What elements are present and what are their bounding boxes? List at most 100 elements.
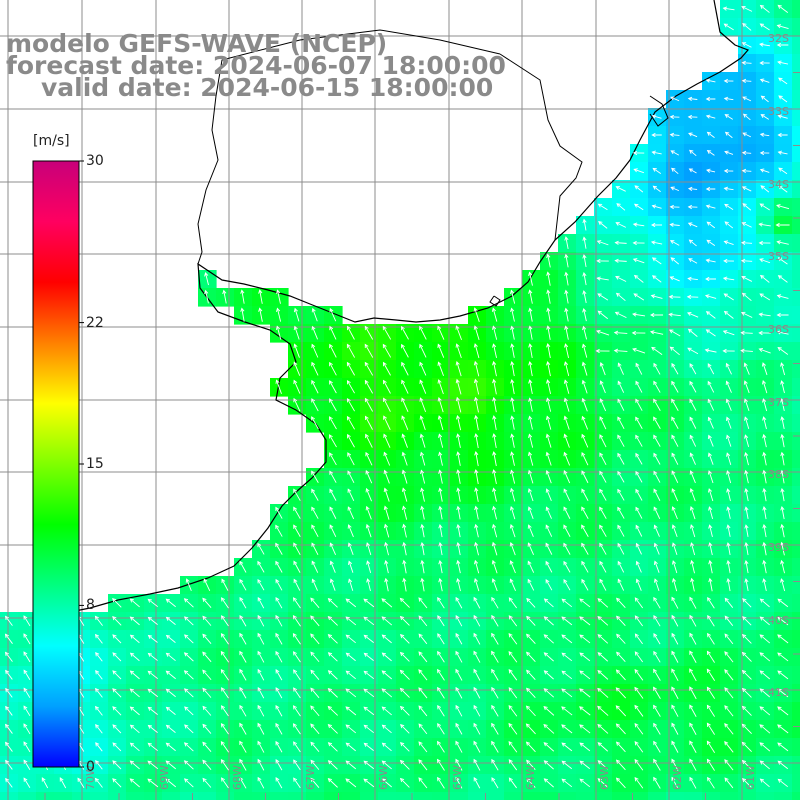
wind-arrow [418,759,428,771]
wind-arrow [650,294,663,299]
wind-arrow [293,506,301,519]
wind-arrow [381,688,393,698]
wind-arrow [653,362,661,375]
wind-arrow [597,616,609,626]
wind-arrow [401,361,409,376]
wind-arrow [329,380,337,394]
wind-arrow [725,398,732,411]
wind-arrow [617,452,625,465]
wind-arrow [221,578,229,591]
wind-arrow [614,258,627,263]
latitude-label: 40S [768,614,789,627]
wind-arrow [615,669,626,681]
wind-arrow [689,776,697,789]
wind-arrow [364,415,373,430]
wind-arrow [437,361,444,376]
wind-arrow [508,669,518,681]
wind-arrow [492,433,497,448]
wind-arrow [706,668,716,681]
wind-arrow [689,704,697,717]
wind-arrow [777,347,789,355]
wind-arrow [473,596,481,609]
wind-arrow [129,706,140,716]
wind-arrow [726,488,731,502]
wind-arrow [363,634,374,644]
wind-arrow [581,343,588,358]
wind-arrow [363,760,375,770]
wind-cell [162,792,181,800]
wind-arrow [310,687,320,699]
wind-arrow [635,488,643,501]
wind-arrow [780,433,785,448]
wind-arrow [564,271,569,286]
wind-arrow [762,541,767,556]
wind-arrow [363,688,375,698]
wind-arrow [456,433,461,448]
wind-arrow [202,669,212,681]
wind-arrow [545,451,552,466]
wind-arrow [597,723,609,734]
wind-arrow [95,723,103,734]
wind-arrow [94,615,103,626]
wind-arrow [399,777,410,788]
wind-arrow [365,469,373,484]
wind-cell [792,234,800,253]
wind-arrow [257,560,265,573]
wind-arrow [473,668,481,681]
wind-arrow [669,276,680,282]
wind-arrow [491,596,499,609]
wind-arrow [202,597,212,609]
wind-arrow [204,289,209,304]
wind-cell [126,792,145,800]
wind-arrow [366,542,372,556]
wind-arrow [473,578,480,592]
wind-arrow [420,523,425,538]
wind-arrow [23,651,31,663]
wind-arrow [474,505,479,520]
wind-cell [792,90,800,109]
wind-arrow [579,778,591,788]
wind-cell [252,792,271,800]
wind-cell [306,792,325,800]
wind-arrow [329,560,336,573]
wind-arrow [653,560,660,573]
wind-arrow [543,652,554,662]
wind-arrow [366,560,372,573]
wind-arrow [275,759,283,771]
wind-arrow [5,687,13,698]
wind-arrow [687,186,698,191]
wind-arrow [240,307,245,322]
wind-arrow [220,615,229,627]
wind-arrow [546,271,551,286]
wind-arrow [759,598,770,608]
wind-cell [216,792,235,800]
wind-arrow [381,760,392,770]
wind-arrow [329,542,336,555]
wind-arrow [419,361,427,376]
wind-arrow [723,310,734,319]
wind-arrow [742,96,752,102]
wind-arrow [23,633,31,645]
wind-arrow [456,523,461,538]
wind-arrow [597,310,608,320]
wind-arrow [635,470,643,483]
wind-cell [792,252,800,271]
wind-arrow [777,688,789,698]
wind-arrow [653,398,661,411]
wind-arrow [777,634,789,644]
wind-arrow [579,724,591,734]
wind-arrow [759,616,770,626]
wind-arrow [510,415,515,430]
wind-arrow [689,650,697,663]
wind-arrow [311,307,318,322]
wind-arrow [258,289,263,304]
wind-arrow [526,597,536,608]
wind-arrow [329,524,337,538]
wind-arrow [293,343,300,358]
wind-arrow [780,541,785,556]
wind-arrow [762,469,767,484]
wind-arrow [708,524,713,537]
wind-arrow [527,524,534,538]
wind-arrow [741,60,752,66]
wind-arrow [759,778,770,788]
